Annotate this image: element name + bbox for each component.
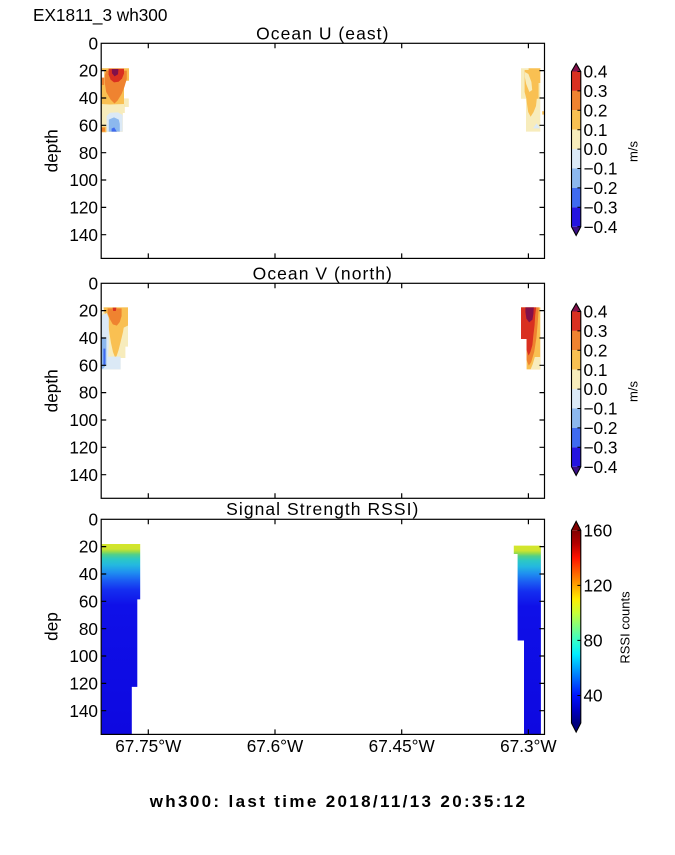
svg-text:100: 100 bbox=[69, 646, 98, 666]
svg-text:0.3: 0.3 bbox=[584, 81, 608, 101]
svg-text:0.0: 0.0 bbox=[584, 139, 608, 159]
svg-text:0.4: 0.4 bbox=[584, 62, 608, 82]
svg-text:−0.2: −0.2 bbox=[584, 418, 618, 438]
svg-text:−0.3: −0.3 bbox=[584, 437, 618, 457]
svg-text:0.0: 0.0 bbox=[584, 379, 608, 399]
svg-text:120: 120 bbox=[69, 437, 98, 457]
svg-text:67.3°W: 67.3°W bbox=[500, 736, 557, 756]
svg-text:80: 80 bbox=[79, 143, 98, 163]
svg-text:40: 40 bbox=[79, 88, 98, 108]
svg-text:60: 60 bbox=[79, 355, 98, 375]
svg-text:Signal Strength RSSI): Signal Strength RSSI) bbox=[226, 499, 419, 519]
svg-text:0.2: 0.2 bbox=[584, 100, 608, 120]
svg-text:0.2: 0.2 bbox=[584, 340, 608, 360]
svg-text:60: 60 bbox=[79, 115, 98, 135]
svg-text:40: 40 bbox=[79, 564, 98, 584]
svg-text:20: 20 bbox=[79, 61, 98, 81]
svg-text:m/s: m/s bbox=[626, 141, 641, 162]
svg-text:wh300: last time 2018/11/13 20: wh300: last time 2018/11/13 20:35:12 bbox=[149, 792, 528, 811]
svg-text:80: 80 bbox=[79, 619, 98, 639]
svg-text:20: 20 bbox=[79, 301, 98, 321]
svg-text:depth: depth bbox=[42, 369, 62, 412]
svg-text:−0.1: −0.1 bbox=[584, 159, 618, 179]
svg-text:67.6°W: 67.6°W bbox=[247, 736, 304, 756]
svg-text:−0.3: −0.3 bbox=[584, 197, 618, 217]
svg-text:−0.4: −0.4 bbox=[584, 217, 618, 237]
svg-text:140: 140 bbox=[69, 465, 98, 485]
svg-text:120: 120 bbox=[69, 198, 98, 218]
svg-text:−0.2: −0.2 bbox=[584, 178, 618, 198]
svg-text:0.1: 0.1 bbox=[584, 360, 608, 380]
svg-text:m/s: m/s bbox=[626, 381, 641, 402]
svg-text:EX1811_3 wh300: EX1811_3 wh300 bbox=[33, 5, 167, 25]
svg-text:0.3: 0.3 bbox=[584, 321, 608, 341]
svg-text:120: 120 bbox=[69, 674, 98, 694]
svg-text:0.1: 0.1 bbox=[584, 120, 608, 140]
svg-text:60: 60 bbox=[79, 591, 98, 611]
svg-text:0.4: 0.4 bbox=[584, 302, 608, 322]
svg-text:67.75°W: 67.75°W bbox=[115, 736, 182, 756]
svg-text:Ocean U (east): Ocean U (east) bbox=[256, 23, 389, 43]
svg-text:Ocean V (north): Ocean V (north) bbox=[253, 263, 393, 283]
svg-text:40: 40 bbox=[584, 686, 603, 706]
svg-text:67.45°W: 67.45°W bbox=[369, 736, 436, 756]
svg-text:0: 0 bbox=[88, 509, 98, 529]
svg-text:20: 20 bbox=[79, 537, 98, 557]
svg-text:−0.4: −0.4 bbox=[584, 457, 618, 477]
svg-text:160: 160 bbox=[584, 520, 613, 540]
svg-text:40: 40 bbox=[79, 328, 98, 348]
svg-text:dep: dep bbox=[42, 612, 62, 641]
svg-text:120: 120 bbox=[584, 576, 613, 596]
svg-text:depth: depth bbox=[42, 129, 62, 172]
svg-text:0: 0 bbox=[88, 273, 98, 293]
svg-text:0: 0 bbox=[88, 33, 98, 53]
svg-text:80: 80 bbox=[584, 631, 603, 651]
svg-text:RSSI counts: RSSI counts bbox=[618, 591, 633, 664]
svg-text:80: 80 bbox=[79, 383, 98, 403]
svg-text:−0.1: −0.1 bbox=[584, 399, 618, 419]
svg-text:140: 140 bbox=[69, 225, 98, 245]
svg-text:140: 140 bbox=[69, 701, 98, 721]
svg-text:100: 100 bbox=[69, 410, 98, 430]
svg-text:100: 100 bbox=[69, 170, 98, 190]
